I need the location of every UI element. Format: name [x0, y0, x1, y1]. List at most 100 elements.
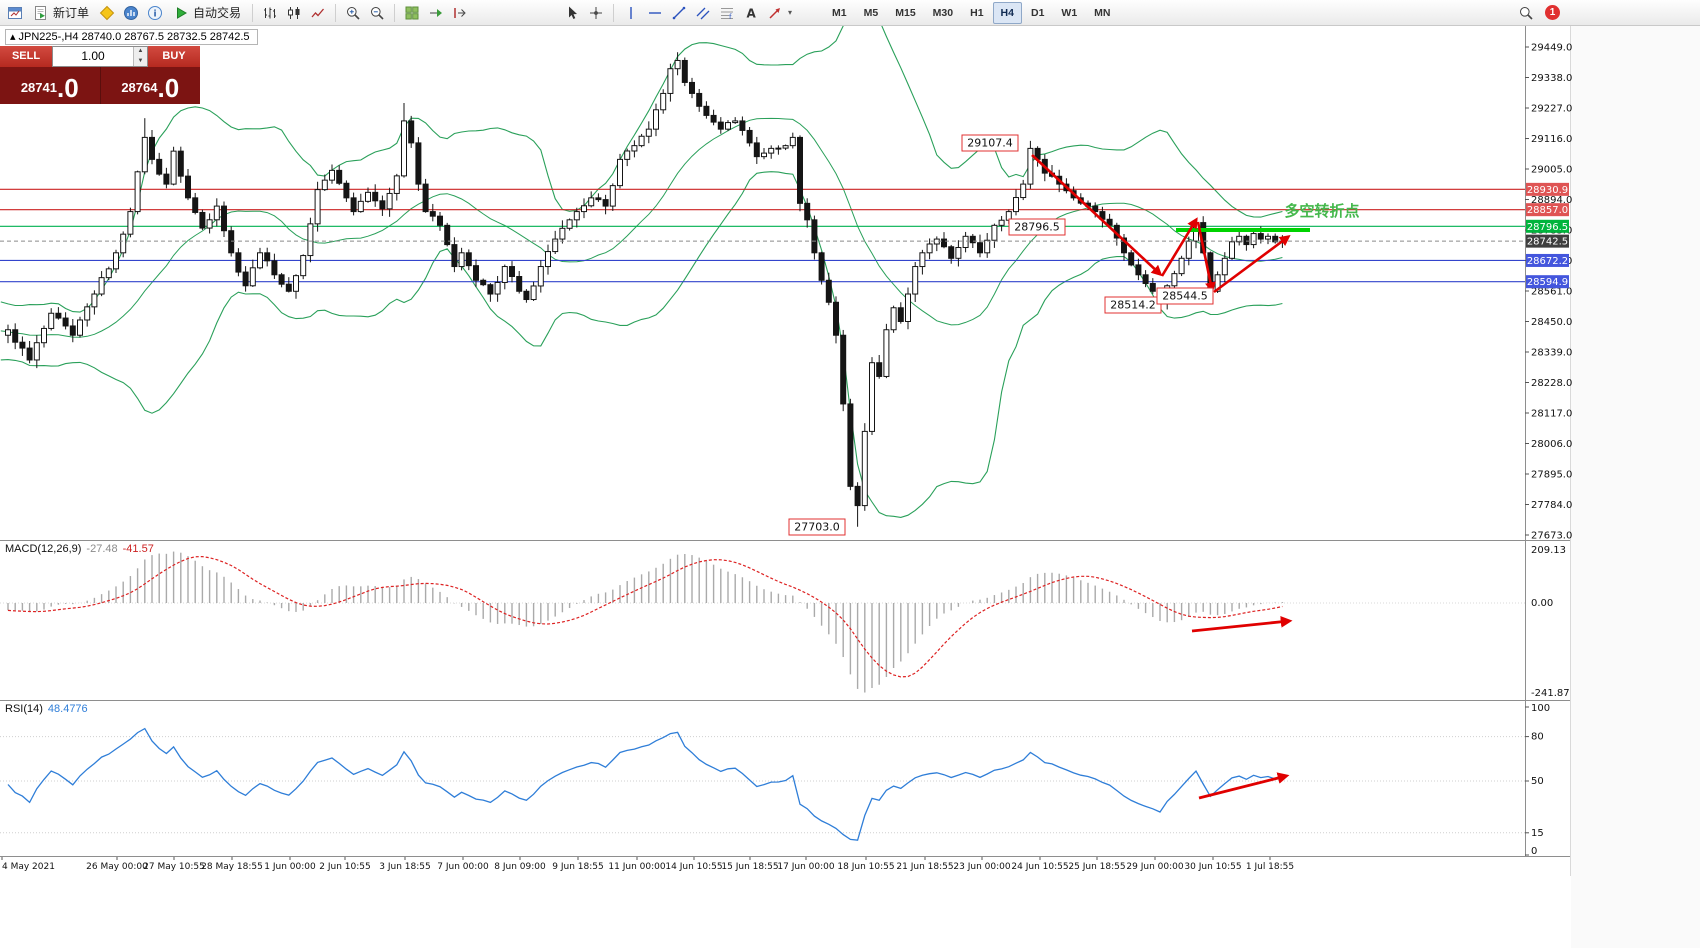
autotrading-button[interactable]: 自动交易 — [168, 2, 246, 23]
price-callout[interactable]: 28796.5 — [1008, 218, 1066, 236]
candles-layer — [5, 52, 1286, 527]
auto-scroll-icon[interactable] — [425, 2, 447, 24]
annotation-text[interactable]: 多空转折点 — [1284, 202, 1359, 220]
volume-down-icon[interactable]: ▼ — [134, 56, 147, 66]
volume-value[interactable]: 1.00 — [81, 49, 105, 63]
svg-text:28796.5: 28796.5 — [1527, 222, 1568, 233]
price-axis[interactable]: 29449.0 29338.0 29227.0 29116.0 29005.0 28894… — [1525, 43, 1572, 858]
timeframe-bar: M1 M5 M15 M30 H1 H4 D1 W1 MN — [824, 1, 1118, 24]
rsi-axis-label: 100 — [1531, 703, 1550, 714]
ask-price[interactable]: 28764.0 — [100, 67, 200, 104]
cursor-icon[interactable] — [561, 2, 583, 24]
time-axis-label: 29 Jun 00:00 — [1126, 862, 1183, 872]
vertical-line-icon[interactable] — [620, 2, 642, 24]
rsi-panel[interactable] — [0, 727, 1525, 841]
rsi-line — [7, 727, 1283, 841]
volume-input[interactable]: 1.00 ▲ ▼ — [52, 46, 148, 67]
new-order-button[interactable]: 新订单 — [28, 2, 94, 23]
timeframe-h1[interactable]: H1 — [970, 6, 984, 19]
timeframe-d1[interactable]: D1 — [1030, 6, 1045, 19]
price-axis-label: 27673.0 — [1531, 531, 1572, 542]
horizontal-line-icon[interactable] — [644, 2, 666, 24]
main-chart-panel[interactable] — [0, 0, 1525, 527]
svg-text:29107.4: 29107.4 — [967, 137, 1013, 150]
data-window-icon[interactable] — [144, 2, 166, 24]
tile-windows-icon[interactable] — [401, 2, 423, 24]
time-axis-label: 18 Jun 10:55 — [837, 862, 894, 872]
time-axis-label: 2 Jun 10:55 — [319, 862, 370, 872]
timeframe-m5[interactable]: M5 — [863, 6, 879, 19]
trendline-icon[interactable] — [668, 2, 690, 24]
rsi-axis-label: 15 — [1531, 828, 1544, 839]
sell-button[interactable]: SELL — [0, 46, 52, 67]
equidistant-channel-icon[interactable] — [692, 2, 714, 24]
time-axis-label: 27 May 10:55 — [143, 862, 205, 872]
time-axis-label: 25 Jun 18:55 — [1068, 862, 1125, 872]
bar-chart-icon[interactable] — [259, 2, 281, 24]
timeframe-m15[interactable]: M15 — [895, 6, 916, 19]
time-axis-label: 3 Jun 18:55 — [379, 862, 430, 872]
chevron-down-icon[interactable]: ▾ — [788, 8, 793, 17]
price-callout[interactable]: 29107.4 — [961, 134, 1019, 152]
market-watch-icon[interactable] — [120, 2, 142, 24]
price-callout[interactable]: 28514.2 — [1104, 296, 1162, 314]
macd-label: MACD(12,26,9) — [5, 543, 82, 555]
chart-objects[interactable]: 29107.4 28796.5 28514.2 28544.5 27703.0 多空转折点 — [788, 134, 1360, 800]
zoom-in-icon[interactable] — [342, 2, 364, 24]
empty-workspace — [1571, 26, 1700, 948]
trend-arrow[interactable] — [1191, 615, 1293, 633]
timeframe-w1[interactable]: W1 — [1061, 6, 1078, 19]
chart-window-icon[interactable] — [4, 2, 26, 24]
macd-panel[interactable] — [0, 551, 1525, 693]
trend-arrow[interactable] — [1198, 772, 1290, 800]
svg-text:28544.5: 28544.5 — [1162, 290, 1208, 303]
search-icon[interactable] — [1515, 2, 1537, 24]
rsi-axis-label: 80 — [1531, 732, 1544, 743]
svg-text:28796.5: 28796.5 — [1014, 221, 1060, 234]
rsi-axis-label: 50 — [1531, 776, 1544, 787]
macd-main-value: -27.48 — [86, 543, 118, 555]
buy-button[interactable]: BUY — [148, 46, 200, 67]
trend-arrow[interactable] — [1160, 217, 1198, 277]
metaeditor-icon[interactable] — [96, 2, 118, 24]
volume-up-icon[interactable]: ▲ — [134, 47, 147, 57]
crosshair-icon[interactable] — [585, 2, 607, 24]
timeframe-h4[interactable]: H4 — [992, 1, 1022, 24]
timeframe-m1[interactable]: M1 — [832, 6, 847, 19]
chart-close: 28742.5 — [209, 31, 250, 43]
rsi-axis-label: 0 — [1531, 846, 1537, 857]
time-axis-label: 24 Jun 10:55 — [1011, 862, 1068, 872]
timeframe-m30[interactable]: M30 — [932, 6, 954, 19]
arrow-tool-icon[interactable] — [764, 2, 786, 24]
zoom-out-icon[interactable] — [366, 2, 388, 24]
notification-badge[interactable]: 1 — [1545, 5, 1560, 20]
bollinger-lower — [0, 171, 1283, 518]
price-callout[interactable]: 28544.5 — [1156, 287, 1214, 305]
price-axis-label: 28561.0 — [1531, 287, 1572, 298]
price-callout[interactable]: 27703.0 — [788, 518, 846, 536]
price-badge: 28930.9 — [1526, 182, 1569, 196]
rsi-header: RSI(14) 48.4776 — [5, 703, 88, 715]
time-axis-label: 14 Jun 10:55 — [665, 862, 722, 872]
price-axis-label: 28228.0 — [1531, 378, 1572, 389]
candlestick-chart-icon[interactable] — [283, 2, 305, 24]
line-chart-icon[interactable] — [307, 2, 329, 24]
bid-price[interactable]: 28741.0 — [0, 67, 101, 104]
chart-ohlc-header: ▴ JPN225-,H4 28740.0 28767.5 28732.5 28742.5 — [5, 29, 258, 45]
time-axis-label: 8 Jun 09:00 — [494, 862, 546, 872]
time-axis-label: 26 May 00:00 — [86, 862, 148, 872]
trend-arrow[interactable] — [1031, 154, 1163, 277]
trend-arrow[interactable] — [1196, 221, 1216, 294]
timeframe-mn[interactable]: MN — [1094, 6, 1111, 19]
time-axis-label: 21 Jun 18:55 — [896, 862, 953, 872]
svg-text:28594.9: 28594.9 — [1527, 277, 1568, 288]
text-tool-icon[interactable] — [740, 2, 762, 24]
price-badge: 28796.5 — [1526, 219, 1569, 233]
fibonacci-icon[interactable] — [716, 2, 738, 24]
svg-text:28742.5: 28742.5 — [1527, 237, 1568, 248]
ask-main: 28764 — [121, 80, 158, 95]
chart-shift-icon[interactable] — [449, 2, 471, 24]
trend-arrow[interactable] — [1213, 235, 1291, 294]
